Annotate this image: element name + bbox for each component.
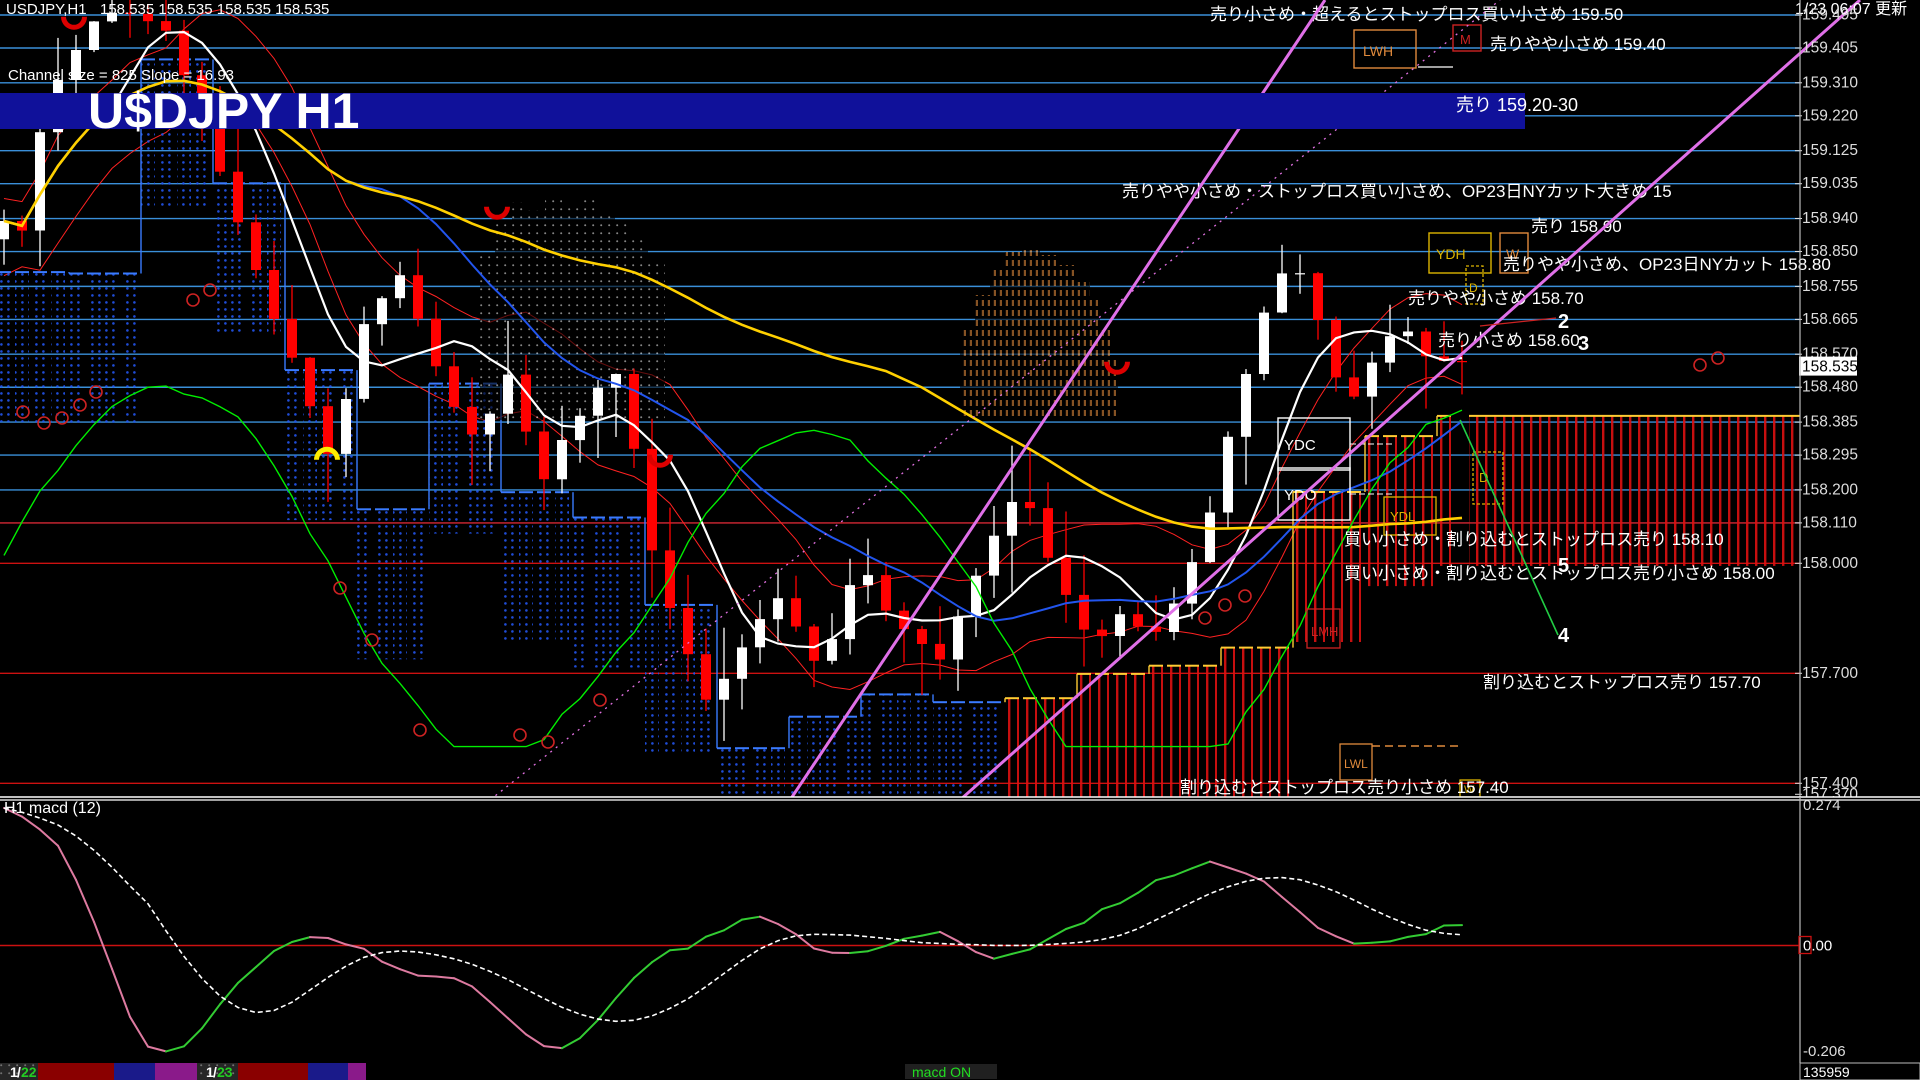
svg-text:158.480: 158.480 xyxy=(1802,379,1858,396)
svg-text:売りやや小さめ 159.40: 売りやや小さめ 159.40 xyxy=(1490,35,1666,54)
svg-text:割り込むとストップロス売り 157.70: 割り込むとストップロス売り 157.70 xyxy=(1483,673,1761,692)
svg-text:売り小さめ 158.60: 売り小さめ 158.60 xyxy=(1438,331,1580,350)
svg-text:YDC: YDC xyxy=(1284,437,1316,454)
svg-text:135959: 135959 xyxy=(1803,1064,1850,1080)
svg-text:Channel size = 825 Slope = 16.: Channel size = 825 Slope = 16.93 xyxy=(8,67,234,84)
svg-text:売り 159.20-30: 売り 159.20-30 xyxy=(1456,95,1578,115)
svg-text:22: 22 xyxy=(21,1064,37,1080)
svg-text:158.000: 158.000 xyxy=(1802,555,1858,572)
svg-text:158.110: 158.110 xyxy=(1802,514,1857,531)
svg-text:158.385: 158.385 xyxy=(1802,414,1858,431)
svg-text:159.035: 159.035 xyxy=(1802,175,1858,192)
svg-text:23: 23 xyxy=(217,1064,233,1080)
svg-text:LWH: LWH xyxy=(1363,43,1393,59)
svg-text:LMH: LMH xyxy=(1311,624,1338,639)
svg-text:5: 5 xyxy=(1558,555,1569,577)
svg-text:158.940: 158.940 xyxy=(1802,210,1858,227)
svg-text:159.220: 159.220 xyxy=(1802,107,1858,124)
svg-text:macd ON: macd ON xyxy=(912,1064,971,1080)
svg-text:M: M xyxy=(1460,32,1471,47)
svg-text:158.755: 158.755 xyxy=(1802,278,1858,295)
svg-text:158.535: 158.535 xyxy=(1802,359,1858,376)
svg-text:H1 macd (12): H1 macd (12) xyxy=(4,800,101,817)
svg-text:YDL: YDL xyxy=(1390,509,1415,524)
svg-text:売りやや小さめ 158.70: 売りやや小さめ 158.70 xyxy=(1408,289,1584,308)
svg-text:USDJPY,H1: USDJPY,H1 xyxy=(6,1,87,18)
svg-text:158.535 158.535 158.535 158.53: 158.535 158.535 158.535 158.535 xyxy=(100,1,329,18)
svg-text:159.495: 159.495 xyxy=(1802,7,1858,24)
svg-text:買い小さめ・割り込むとストップロス売り 158.10: 買い小さめ・割り込むとストップロス売り 158.10 xyxy=(1344,530,1724,549)
svg-text:売り小さめ・超えるとストップロス買い小さめ 159.50: 売り小さめ・超えるとストップロス買い小さめ 159.50 xyxy=(1210,5,1623,24)
svg-text:158.850: 158.850 xyxy=(1802,243,1858,260)
svg-text:0.274: 0.274 xyxy=(1803,797,1841,814)
svg-text:割り込むとストップロス売り小さめ 157.40: 割り込むとストップロス売り小さめ 157.40 xyxy=(1180,778,1509,797)
svg-text:YDH: YDH xyxy=(1436,246,1466,262)
svg-text:159.125: 159.125 xyxy=(1802,142,1858,159)
svg-text:売り 158.90: 売り 158.90 xyxy=(1531,217,1622,236)
svg-text:LWL: LWL xyxy=(1344,757,1368,771)
svg-text:売りやや小さめ、OP23日NYカット 158.80: 売りやや小さめ、OP23日NYカット 158.80 xyxy=(1503,255,1831,274)
svg-text:4: 4 xyxy=(1558,625,1570,647)
svg-text:0.00: 0.00 xyxy=(1803,938,1832,955)
svg-text:U$DJPY H1: U$DJPY H1 xyxy=(88,83,359,139)
svg-text:-0.206: -0.206 xyxy=(1803,1043,1846,1060)
svg-text:3: 3 xyxy=(1578,333,1589,355)
svg-text:2: 2 xyxy=(1558,311,1569,333)
svg-text:YDO: YDO xyxy=(1284,487,1317,504)
svg-text:159.405: 159.405 xyxy=(1802,40,1858,57)
svg-text:売りやや小さめ・ストップロス買い小さめ、OP23日NYカット: 売りやや小さめ・ストップロス買い小さめ、OP23日NYカット大きめ 15 xyxy=(1122,182,1672,201)
svg-text:158.295: 158.295 xyxy=(1802,447,1858,464)
svg-text:158.665: 158.665 xyxy=(1802,311,1858,328)
svg-text:158.200: 158.200 xyxy=(1802,481,1858,498)
svg-text:157.700: 157.700 xyxy=(1802,665,1858,682)
svg-text:159.310: 159.310 xyxy=(1802,74,1858,91)
